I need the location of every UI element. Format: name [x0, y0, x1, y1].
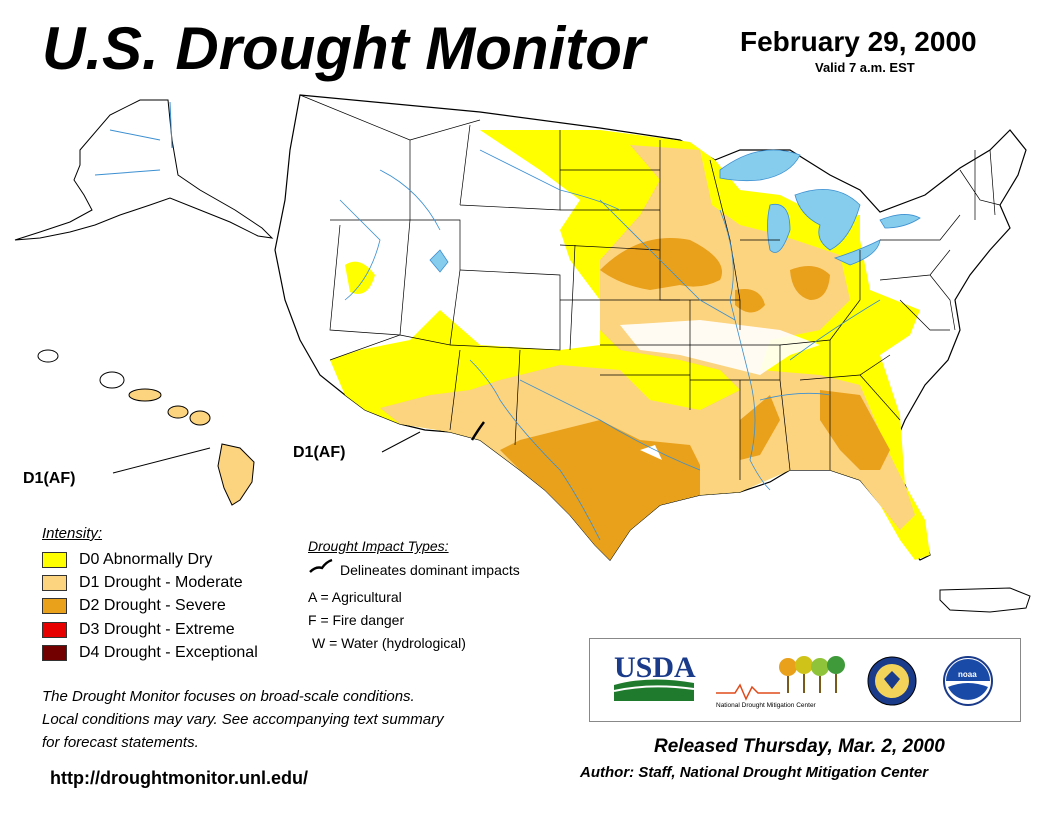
- noaa-logo-text: noaa: [958, 670, 977, 679]
- legend-swatch: [42, 575, 67, 591]
- legend-swatch: [42, 645, 67, 661]
- impact-type-fire: F = Fire danger: [308, 612, 405, 628]
- impact-type-agricultural: A = Agricultural: [308, 589, 402, 605]
- disclaimer-line: The Drought Monitor focuses on broad-sca…: [42, 688, 415, 705]
- legend-item-label: D1 Drought - Moderate: [79, 574, 243, 591]
- legend-item-d4: D4 Drought - Exceptional: [42, 643, 258, 663]
- legend-item-label: D0 Abnormally Dry: [79, 551, 213, 568]
- southwest-callout-label: D1(AF): [293, 444, 346, 461]
- legend-item-d2: D2 Drought - Severe: [42, 596, 226, 616]
- legend-title: Intensity:: [42, 525, 103, 542]
- release-date: Released Thursday, Mar. 2, 2000: [654, 736, 945, 757]
- partner-logos: USDA National Drought Mitigation Center …: [589, 638, 1021, 722]
- legend-swatch: [42, 598, 67, 614]
- legend-item-label: D2 Drought - Severe: [79, 597, 226, 614]
- disclaimer-line: for forecast statements.: [42, 734, 199, 751]
- legend-item-d0: D0 Abnormally Dry: [42, 550, 212, 570]
- author-line: Author: Staff, National Drought Mitigati…: [580, 764, 929, 781]
- great-lakes: [719, 149, 921, 266]
- alaska-outline: [14, 99, 274, 241]
- ndmc-logo-text: National Drought Mitigation Center: [716, 702, 817, 709]
- impact-types-title: Drought Impact Types:: [308, 538, 449, 554]
- legend-swatch: [42, 622, 67, 638]
- disclaimer-line: Local conditions may vary. See accompany…: [42, 711, 444, 728]
- logos-artwork: USDA National Drought Mitigation Center …: [613, 651, 993, 709]
- impact-line-label: Delineates dominant impacts: [340, 562, 520, 578]
- commerce-seal: [867, 656, 917, 706]
- rivers: [339, 149, 881, 541]
- legend-swatch: [42, 552, 67, 568]
- puerto-rico: [939, 587, 1031, 613]
- legend-item-label: D3 Drought - Extreme: [79, 621, 235, 638]
- page-title: U.S. Drought Monitor: [42, 15, 646, 82]
- noaa-logo: noaa: [943, 656, 993, 706]
- impact-type-water: W = Water (hydrological): [312, 635, 466, 651]
- ndmc-logo: National Drought Mitigation Center: [716, 656, 845, 709]
- usda-logo: USDA: [613, 651, 696, 701]
- valid-time: Valid 7 a.m. EST: [815, 60, 915, 75]
- impact-line-icon: [309, 558, 333, 573]
- legend-item-d3: D3 Drought - Extreme: [42, 620, 235, 640]
- map-date: February 29, 2000: [740, 26, 977, 57]
- usda-logo-text: USDA: [614, 651, 696, 684]
- disclaimer-notice: The Drought Monitor focuses on broad-sca…: [42, 685, 562, 754]
- hawaii-islands: [37, 349, 255, 506]
- hawaii-callout-label: D1(AF): [23, 470, 76, 487]
- website-link[interactable]: http://droughtmonitor.unl.edu/: [50, 768, 308, 788]
- legend-item-d1: D1 Drought - Moderate: [42, 573, 243, 593]
- legend-item-label: D4 Drought - Exceptional: [79, 644, 258, 661]
